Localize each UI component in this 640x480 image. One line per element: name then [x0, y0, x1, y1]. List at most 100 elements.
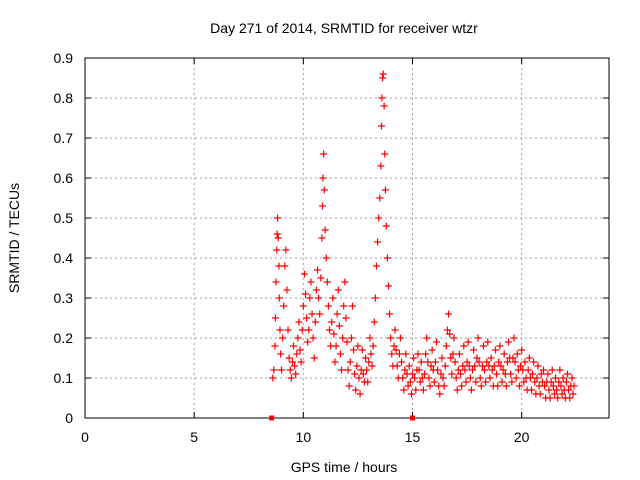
data-point: [281, 262, 289, 270]
data-point: [345, 382, 353, 390]
data-point: [309, 334, 317, 342]
data-point: [478, 362, 486, 370]
data-point: [419, 386, 427, 394]
data-point: [555, 378, 563, 386]
y-tick-label: 0.9: [54, 50, 74, 66]
y-tick-label: 0.7: [54, 130, 74, 146]
data-point: [491, 346, 499, 354]
data-point: [291, 362, 299, 370]
data-point: [381, 186, 389, 194]
data-point: [414, 350, 422, 358]
data-point: [395, 350, 403, 358]
data-point: [427, 362, 435, 370]
data-point: [526, 374, 534, 382]
data-point: [367, 350, 375, 358]
data-point: [280, 302, 288, 310]
data-point: [355, 374, 363, 382]
data-point: [482, 378, 490, 386]
data-point: [486, 374, 494, 382]
data-point: [333, 310, 341, 318]
data-point: [285, 354, 293, 362]
data-point: [321, 226, 329, 234]
data-point: [512, 374, 520, 382]
data-point: [283, 286, 291, 294]
data-point: [484, 338, 492, 346]
data-point: [330, 330, 338, 338]
data-point: [471, 362, 479, 370]
data-point: [513, 350, 521, 358]
data-point: [331, 358, 339, 366]
data-point: [279, 334, 287, 342]
y-tick-label: 0.8: [54, 90, 74, 106]
data-point: [390, 342, 398, 350]
data-point: [422, 350, 430, 358]
y-tick-label: 0.3: [54, 290, 74, 306]
data-point: [369, 342, 377, 350]
data-point: [303, 314, 311, 322]
data-point: [316, 310, 324, 318]
data-point: [433, 338, 441, 346]
data-point: [500, 350, 508, 358]
data-point: [475, 358, 483, 366]
data-point: [550, 390, 558, 398]
data-point: [440, 382, 448, 390]
data-point: [404, 382, 412, 390]
data-point: [434, 366, 442, 374]
data-point: [540, 366, 547, 374]
data-point: [320, 186, 328, 194]
data-point: [348, 302, 356, 310]
data-point: [518, 346, 526, 354]
data-point: [552, 374, 560, 382]
data-point: [273, 230, 281, 238]
data-point: [443, 326, 451, 334]
data-point: [544, 370, 552, 378]
baseline-marker: [269, 415, 275, 421]
data-point: [474, 334, 482, 342]
data-point: [293, 350, 301, 358]
data-point: [457, 370, 465, 378]
data-point: [488, 366, 496, 374]
data-point: [290, 342, 298, 350]
data-point: [549, 382, 557, 390]
data-point: [521, 358, 529, 366]
data-point: [425, 374, 433, 382]
data-point: [447, 354, 455, 362]
data-point: [418, 374, 426, 382]
data-point: [372, 262, 380, 270]
data-point: [398, 358, 406, 366]
data-point: [493, 370, 501, 378]
data-point: [274, 234, 282, 242]
data-point: [271, 314, 279, 322]
x-axis-label: GPS time / hours: [291, 459, 398, 475]
data-point: [505, 338, 513, 346]
data-point: [464, 338, 472, 346]
data-point: [319, 202, 327, 210]
data-point: [545, 386, 553, 394]
data-point: [298, 326, 306, 334]
chart-title: Day 271 of 2014, SRMTID for receiver wtz…: [210, 20, 478, 36]
data-point: [362, 354, 370, 362]
data-point: [537, 370, 545, 378]
data-point: [449, 350, 457, 358]
data-point: [354, 342, 362, 350]
data-point: [515, 382, 523, 390]
data-point: [477, 382, 485, 390]
data-point: [328, 318, 336, 326]
data-point: [451, 358, 459, 366]
data-point: [556, 366, 564, 374]
data-point: [272, 278, 280, 286]
data-point: [323, 278, 331, 286]
data-point: [483, 358, 491, 366]
data-point: [553, 386, 561, 394]
data-point: [378, 94, 386, 102]
data-point: [441, 362, 449, 370]
data-point: [546, 394, 554, 402]
data-point: [315, 294, 323, 302]
data-point: [416, 378, 424, 386]
data-point: [487, 354, 495, 362]
data-point: [382, 222, 390, 230]
data-point: [335, 322, 343, 330]
data-point: [557, 382, 565, 390]
data-point: [322, 254, 330, 262]
data-point: [275, 294, 283, 302]
